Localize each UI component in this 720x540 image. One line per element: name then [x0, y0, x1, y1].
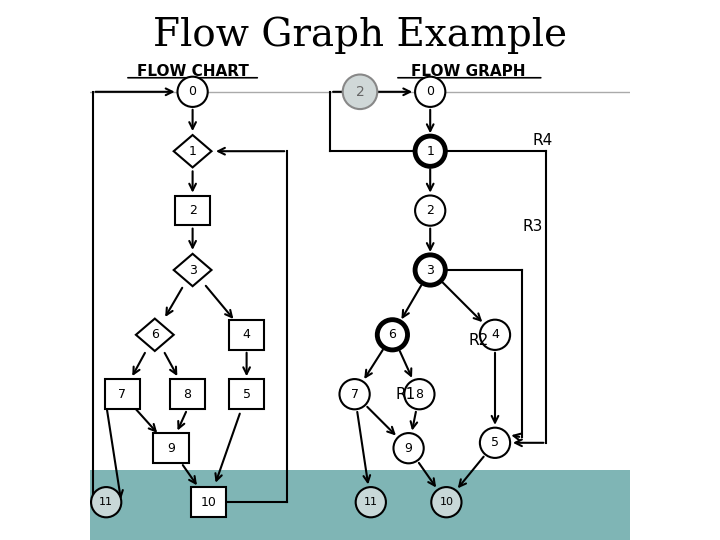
- Circle shape: [91, 487, 121, 517]
- Circle shape: [415, 255, 445, 285]
- Text: 1: 1: [426, 145, 434, 158]
- Text: 4: 4: [243, 328, 251, 341]
- FancyBboxPatch shape: [105, 379, 140, 409]
- Text: 6: 6: [389, 328, 396, 341]
- Circle shape: [356, 487, 386, 517]
- Text: 8: 8: [183, 388, 192, 401]
- Text: FLOW CHART: FLOW CHART: [137, 64, 248, 79]
- Polygon shape: [136, 319, 174, 351]
- Text: 10: 10: [439, 497, 454, 507]
- Text: R4: R4: [533, 133, 553, 148]
- Circle shape: [393, 433, 423, 463]
- FancyBboxPatch shape: [192, 487, 226, 517]
- FancyBboxPatch shape: [90, 470, 630, 540]
- Text: 5: 5: [243, 388, 251, 401]
- Text: 1: 1: [189, 145, 197, 158]
- Text: 10: 10: [201, 496, 217, 509]
- FancyBboxPatch shape: [229, 320, 264, 350]
- Text: R1: R1: [395, 387, 415, 402]
- Text: R3: R3: [522, 219, 542, 234]
- Circle shape: [177, 77, 208, 107]
- Text: Flow Graph Example: Flow Graph Example: [153, 16, 567, 54]
- Text: 3: 3: [189, 264, 197, 276]
- Circle shape: [405, 379, 435, 409]
- Text: 4: 4: [491, 328, 499, 341]
- FancyBboxPatch shape: [153, 433, 189, 463]
- Text: 11: 11: [364, 497, 378, 507]
- Circle shape: [480, 320, 510, 350]
- Text: 2: 2: [426, 204, 434, 217]
- Text: 0: 0: [189, 85, 197, 98]
- Text: 2: 2: [356, 85, 364, 99]
- Circle shape: [343, 75, 377, 109]
- FancyBboxPatch shape: [229, 379, 264, 409]
- Circle shape: [415, 195, 445, 226]
- Text: 2: 2: [189, 204, 197, 217]
- Text: 3: 3: [426, 264, 434, 276]
- FancyBboxPatch shape: [175, 195, 210, 226]
- Circle shape: [340, 379, 370, 409]
- Polygon shape: [174, 135, 212, 167]
- Text: FLOW GRAPH: FLOW GRAPH: [410, 64, 526, 79]
- Text: 11: 11: [99, 497, 113, 507]
- Text: 5: 5: [491, 436, 499, 449]
- Text: 6: 6: [151, 328, 158, 341]
- Text: 7: 7: [351, 388, 359, 401]
- Circle shape: [431, 487, 462, 517]
- Circle shape: [377, 320, 408, 350]
- Text: 9: 9: [405, 442, 413, 455]
- Text: 9: 9: [167, 442, 175, 455]
- Text: 7: 7: [118, 388, 127, 401]
- Text: R2: R2: [468, 333, 488, 348]
- Circle shape: [415, 136, 445, 166]
- Polygon shape: [174, 254, 212, 286]
- Text: 0: 0: [426, 85, 434, 98]
- Text: 8: 8: [415, 388, 423, 401]
- FancyBboxPatch shape: [170, 379, 204, 409]
- Circle shape: [415, 77, 445, 107]
- Circle shape: [480, 428, 510, 458]
